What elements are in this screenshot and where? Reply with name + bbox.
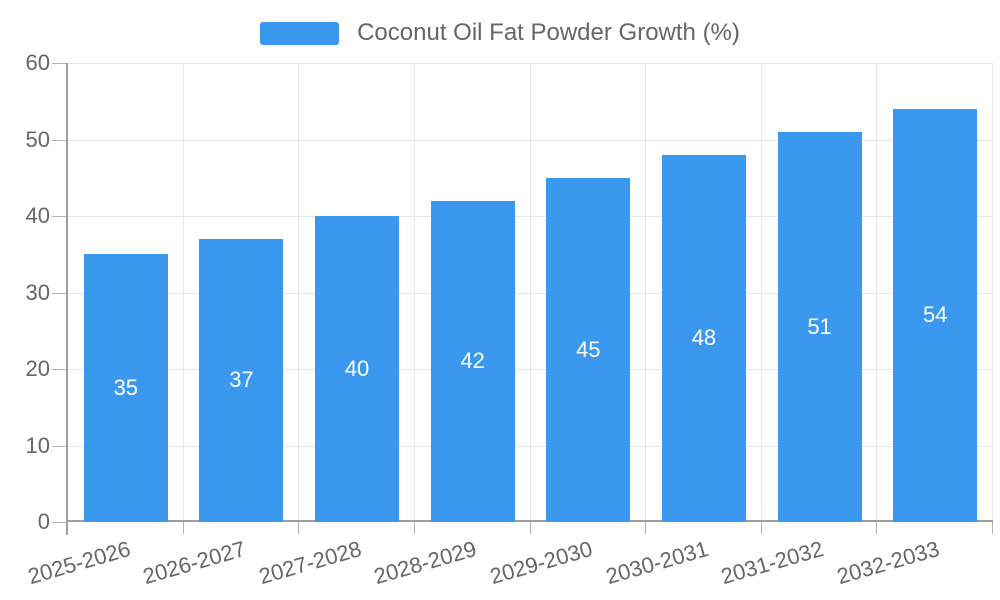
y-axis-tick bbox=[52, 445, 66, 447]
y-axis-tick bbox=[52, 292, 66, 294]
legend-label: Coconut Oil Fat Powder Growth (%) bbox=[357, 19, 740, 46]
x-axis-tick bbox=[760, 522, 762, 534]
x-axis-label: 2027-2028 bbox=[255, 536, 364, 590]
x-axis-label: 2030-2031 bbox=[602, 536, 711, 590]
bar-value-label: 42 bbox=[460, 348, 485, 374]
bar-value-label: 51 bbox=[807, 313, 832, 339]
h-gridline bbox=[68, 445, 993, 447]
x-axis-tick bbox=[992, 522, 993, 534]
v-gridline bbox=[876, 63, 878, 522]
bar[interactable]: 48 bbox=[661, 154, 746, 522]
y-axis-tick bbox=[52, 522, 66, 523]
x-axis-label: 2029-2030 bbox=[487, 536, 596, 590]
x-axis-tick bbox=[529, 522, 531, 534]
chart-legend[interactable]: Coconut Oil Fat Powder Growth (%) bbox=[0, 19, 1000, 47]
h-gridline bbox=[68, 63, 993, 64]
y-axis-labels: 0 10 20 30 40 50 60 bbox=[0, 51, 50, 534]
y-axis-label: 30 bbox=[25, 279, 50, 305]
y-axis-tick bbox=[52, 63, 66, 64]
y-axis-label: 60 bbox=[25, 50, 50, 75]
x-axis-tick bbox=[645, 522, 647, 534]
y-axis-tick bbox=[52, 216, 66, 217]
x-axis-label: 2031-2032 bbox=[718, 536, 827, 590]
x-axis-label: 2025-2026 bbox=[24, 536, 133, 590]
plot-area: 35 37 40 42 45 48 51 54 bbox=[52, 63, 993, 535]
y-axis-label: 40 bbox=[25, 203, 50, 228]
v-gridline bbox=[992, 63, 993, 522]
v-gridline bbox=[645, 63, 647, 522]
bar-value-label: 54 bbox=[922, 302, 948, 328]
x-axis-tick bbox=[298, 522, 300, 534]
x-axis-tick bbox=[876, 522, 878, 534]
x-axis-label: 2028-2029 bbox=[371, 536, 480, 590]
y-axis-tick bbox=[52, 369, 66, 370]
bar[interactable]: 45 bbox=[546, 177, 631, 522]
bar[interactable]: 40 bbox=[315, 216, 400, 522]
bar[interactable]: 42 bbox=[430, 200, 515, 522]
x-axis-line bbox=[66, 520, 993, 522]
v-gridline bbox=[413, 63, 415, 522]
bar-value-label: 40 bbox=[344, 356, 370, 381]
bar[interactable]: 54 bbox=[893, 108, 978, 522]
v-gridline bbox=[529, 63, 531, 522]
y-axis-label: 10 bbox=[25, 432, 50, 458]
h-gridline bbox=[68, 369, 993, 370]
x-axis-tick bbox=[182, 522, 184, 534]
bar-value-label: 48 bbox=[691, 325, 717, 351]
x-axis-labels: 2025-2026 2026-2027 2027-2028 2028-2029 2029… bbox=[25, 536, 993, 600]
bar-value-label: 35 bbox=[113, 375, 139, 401]
x-axis-tick bbox=[413, 522, 415, 534]
bar[interactable]: 37 bbox=[199, 238, 284, 522]
y-axis-line bbox=[66, 63, 68, 535]
h-gridline bbox=[68, 139, 993, 141]
legend-swatch bbox=[260, 21, 340, 45]
bar[interactable]: 51 bbox=[777, 131, 862, 522]
h-gridline bbox=[68, 216, 993, 217]
h-gridline bbox=[68, 292, 993, 294]
bar-value-label: 37 bbox=[229, 367, 254, 393]
x-axis-label: 2026-2027 bbox=[140, 536, 249, 590]
y-axis-label: 0 bbox=[37, 509, 50, 534]
v-gridline bbox=[182, 63, 184, 522]
x-axis-label: 2032-2033 bbox=[834, 536, 943, 590]
y-axis-label: 20 bbox=[25, 356, 50, 381]
bar[interactable]: 35 bbox=[83, 254, 168, 522]
y-axis-label: 50 bbox=[25, 126, 50, 152]
y-axis-tick bbox=[52, 139, 66, 141]
v-gridline bbox=[298, 63, 300, 522]
v-gridline bbox=[760, 63, 762, 522]
bar-value-label: 45 bbox=[576, 336, 601, 362]
